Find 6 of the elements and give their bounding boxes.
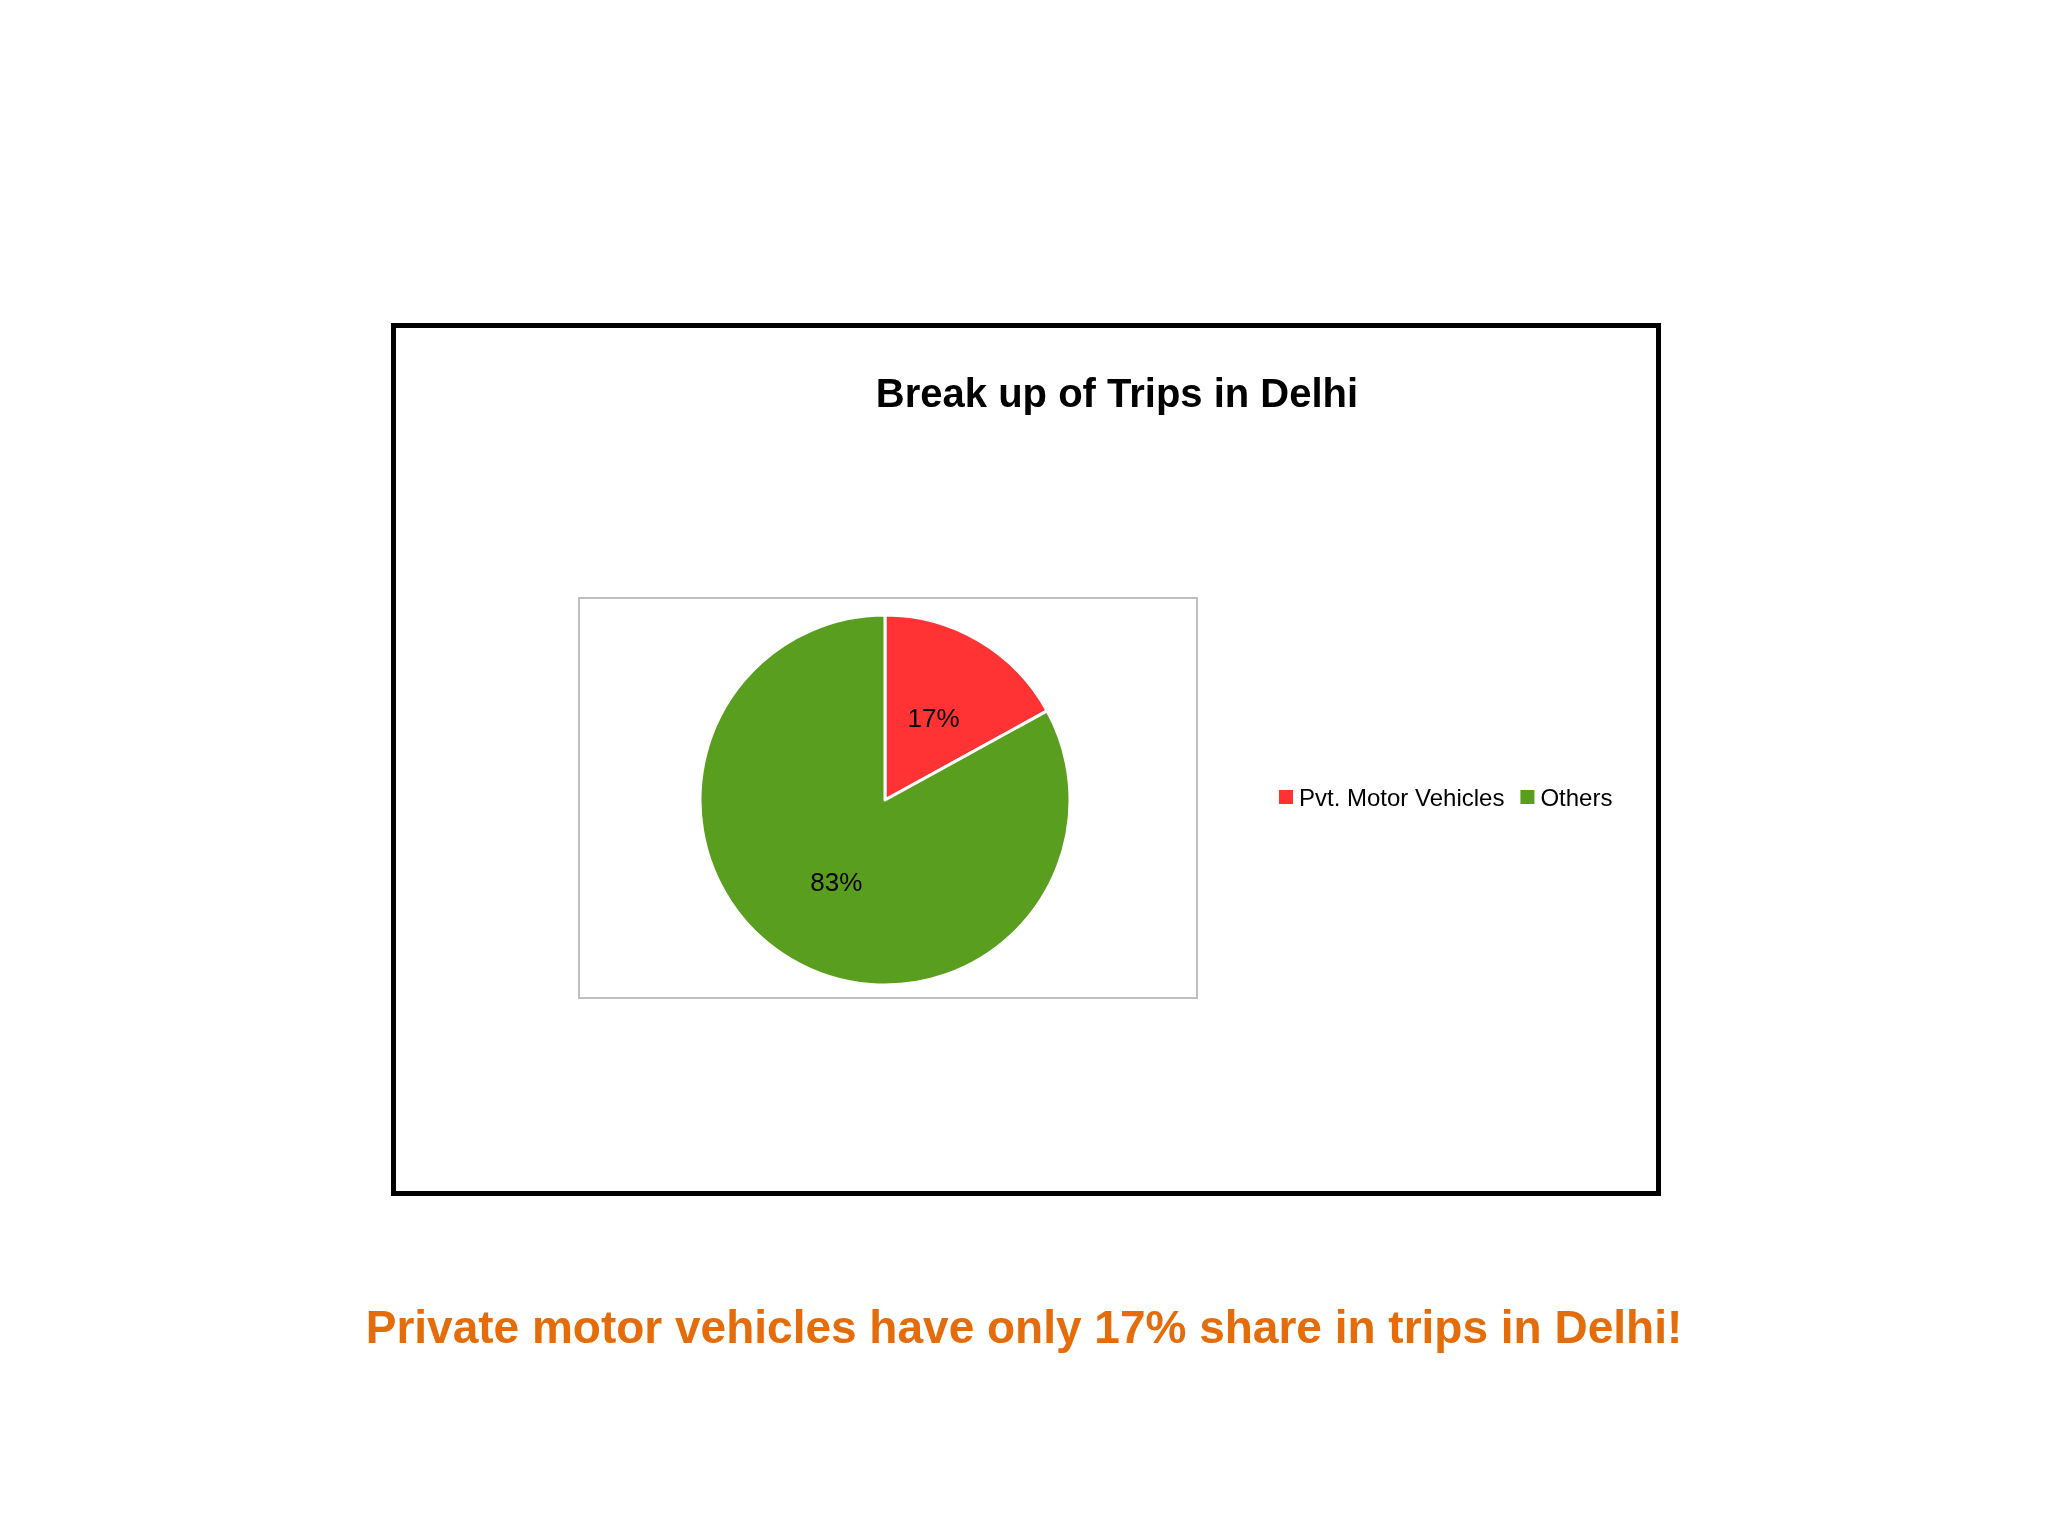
legend-label: Others [1540, 783, 1613, 811]
chart-title: Break up of Trips in Delhi [875, 371, 1359, 415]
legend-label: Pvt. Motor Vehicles [1299, 783, 1505, 811]
data-label: 17% [907, 702, 960, 733]
text: Private motor vehicles have only 17% share in trips in Delhi! [364, 1300, 1684, 1354]
data-label: 83% [810, 867, 863, 898]
